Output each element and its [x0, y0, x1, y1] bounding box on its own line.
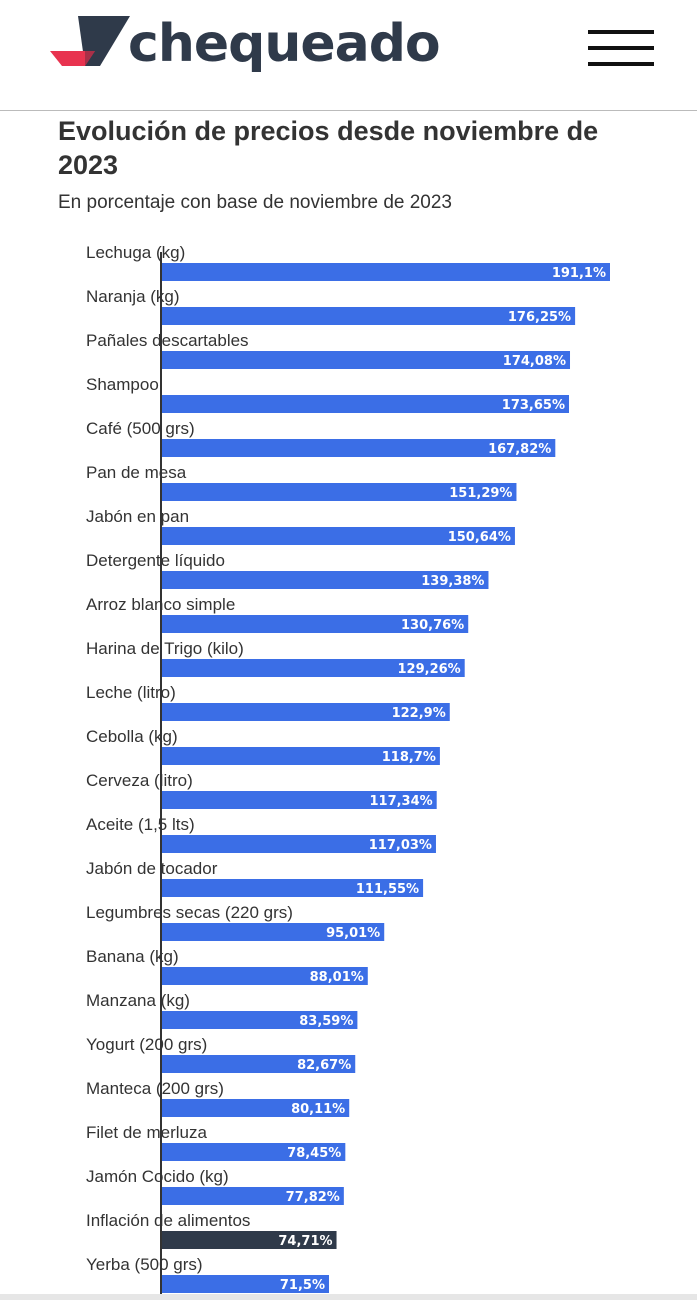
data-label: 117,34%: [369, 794, 432, 809]
data-label: 80,11%: [291, 1102, 345, 1117]
category-label: Legumbres secas (220 grs): [86, 903, 293, 922]
site-header: chequeado: [0, 0, 697, 111]
bar: [161, 747, 440, 765]
category-label: Leche (litro): [86, 683, 176, 702]
bar: [161, 1187, 344, 1205]
data-label: 117,03%: [369, 838, 432, 853]
data-label: 78,45%: [287, 1146, 341, 1161]
data-label: 150,64%: [448, 530, 511, 545]
data-label: 71,5%: [280, 1278, 325, 1293]
bar: [161, 967, 368, 985]
data-label: 118,7%: [382, 750, 436, 765]
category-label: Cebolla (kg): [86, 727, 178, 746]
bar: [161, 527, 515, 545]
chart-title: Evolución de precios desde noviembre de …: [58, 116, 599, 180]
bar: [161, 571, 489, 589]
category-label: Jabón en pan: [86, 507, 189, 526]
category-label: Lechuga (kg): [86, 243, 185, 262]
bar: [161, 307, 576, 325]
bottom-bar: [0, 1294, 697, 1300]
category-label: Yogurt (200 grs): [86, 1035, 207, 1054]
bar: [161, 615, 469, 633]
data-label: 82,67%: [297, 1058, 351, 1073]
data-label: 176,25%: [508, 310, 571, 325]
bar: [161, 1055, 356, 1073]
bar: [161, 1143, 346, 1161]
bar: [161, 483, 517, 501]
data-label: 130,76%: [401, 618, 464, 633]
data-label: 174,08%: [503, 354, 566, 369]
bar: [161, 879, 424, 897]
category-label: Jamón Cocido (kg): [86, 1167, 229, 1186]
data-label: 111,55%: [356, 882, 419, 897]
bar: [161, 1275, 329, 1293]
category-label: Detergente líquido: [86, 551, 225, 570]
category-label: Inflación de alimentos: [86, 1211, 250, 1230]
category-label: Cerveza (litro): [86, 771, 193, 790]
chart-subtitle: En porcentaje con base de noviembre de 2…: [58, 192, 452, 213]
bar: [161, 439, 556, 457]
category-label: Pañales descartables: [86, 331, 249, 350]
category-label: Shampoo: [86, 375, 159, 394]
bar: [161, 923, 385, 941]
data-label: 122,9%: [392, 706, 446, 721]
bar: [161, 351, 571, 369]
data-label: 139,38%: [421, 574, 484, 589]
category-label: Manteca (200 grs): [86, 1079, 224, 1098]
category-label: Harina de Trigo (kilo): [86, 639, 244, 658]
data-label: 74,71%: [278, 1234, 332, 1249]
bar-chart: Lechuga (kg) 191,1% Naranja (kg) 176,25% Pañ…: [86, 243, 610, 1294]
bar: [161, 1099, 350, 1117]
bar: [161, 659, 465, 677]
data-label: 83,59%: [299, 1014, 353, 1029]
data-label: 191,1%: [552, 266, 606, 281]
bar: [161, 1011, 358, 1029]
bar: [161, 1231, 337, 1249]
category-label: Naranja (kg): [86, 287, 180, 306]
logo-text: chequeado: [128, 14, 441, 74]
bar: [161, 395, 570, 413]
category-label: Pan de mesa: [86, 463, 187, 482]
bar: [161, 263, 610, 281]
category-label: Jabón de tocador: [86, 859, 218, 878]
data-label: 88,01%: [310, 970, 364, 985]
data-label: 173,65%: [502, 398, 565, 413]
logo-mark-icon: [50, 16, 130, 66]
category-label: Manzana (kg): [86, 991, 190, 1010]
bar: [161, 791, 437, 809]
data-label: 77,82%: [286, 1190, 340, 1205]
data-label: 129,26%: [398, 662, 461, 677]
bar: [161, 835, 436, 853]
chequeado-logo[interactable]: chequeado: [50, 14, 441, 84]
hamburger-menu-icon[interactable]: [588, 30, 654, 70]
data-label: 167,82%: [488, 442, 551, 457]
category-label: Filet de merluza: [86, 1123, 207, 1142]
category-label: Café (500 grs): [86, 419, 195, 438]
category-label: Banana (kg): [86, 947, 179, 966]
category-label: Aceite (1,5 lts): [86, 815, 195, 834]
data-label: 95,01%: [326, 926, 380, 941]
category-label: Yerba (500 grs): [86, 1255, 203, 1274]
bar: [161, 703, 450, 721]
data-label: 151,29%: [449, 486, 512, 501]
